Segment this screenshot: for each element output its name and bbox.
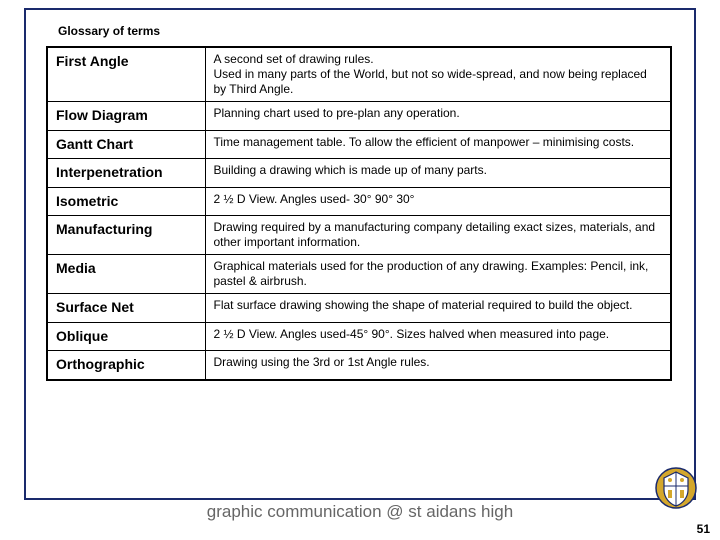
footer-text: graphic communication @ st aidans high [0, 502, 720, 522]
table-row: OrthographicDrawing using the 3rd or 1st… [47, 351, 671, 380]
term-cell: Surface Net [47, 294, 205, 323]
term-cell: Flow Diagram [47, 102, 205, 131]
definition-cell: A second set of drawing rules.Used in ma… [205, 47, 671, 102]
page: Glossary of terms First AngleA second se… [0, 0, 720, 540]
table-row: First AngleA second set of drawing rules… [47, 47, 671, 102]
definition-cell: Drawing required by a manufacturing comp… [205, 216, 671, 255]
term-cell: Isometric [47, 187, 205, 216]
term-cell: Interpenetration [47, 159, 205, 188]
table-row: MediaGraphical materials used for the pr… [47, 255, 671, 294]
table-row: Isometric2 ½ D View. Angles used- 30° 90… [47, 187, 671, 216]
table-row: Surface NetFlat surface drawing showing … [47, 294, 671, 323]
glossary-table-body: First AngleA second set of drawing rules… [47, 47, 671, 380]
table-row: Oblique2 ½ D View. Angles used-45° 90°. … [47, 322, 671, 351]
definition-cell: Building a drawing which is made up of m… [205, 159, 671, 188]
school-crest-icon [654, 466, 698, 510]
term-cell: Orthographic [47, 351, 205, 380]
table-row: Flow DiagramPlanning chart used to pre-p… [47, 102, 671, 131]
table-row: Gantt ChartTime management table. To all… [47, 130, 671, 159]
definition-cell: Graphical materials used for the product… [205, 255, 671, 294]
definition-cell: Drawing using the 3rd or 1st Angle rules… [205, 351, 671, 380]
glossary-heading: Glossary of terms [58, 24, 160, 38]
definition-cell: Flat surface drawing showing the shape o… [205, 294, 671, 323]
definition-cell: 2 ½ D View. Angles used-45° 90°. Sizes h… [205, 322, 671, 351]
definition-cell: Planning chart used to pre-plan any oper… [205, 102, 671, 131]
term-cell: Media [47, 255, 205, 294]
term-cell: First Angle [47, 47, 205, 102]
table-row: ManufacturingDrawing required by a manuf… [47, 216, 671, 255]
definition-cell: Time management table. To allow the effi… [205, 130, 671, 159]
table-row: InterpenetrationBuilding a drawing which… [47, 159, 671, 188]
term-cell: Oblique [47, 322, 205, 351]
page-number: 51 [697, 522, 710, 536]
term-cell: Manufacturing [47, 216, 205, 255]
definition-cell: 2 ½ D View. Angles used- 30° 90° 30° [205, 187, 671, 216]
term-cell: Gantt Chart [47, 130, 205, 159]
glossary-table: First AngleA second set of drawing rules… [46, 46, 672, 381]
